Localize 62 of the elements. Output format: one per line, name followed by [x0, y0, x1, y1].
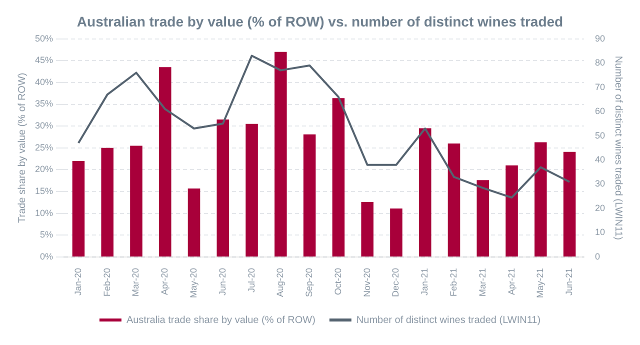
x-tick-label: Apr-21	[506, 268, 516, 296]
y-tick-label: 35%	[35, 98, 54, 109]
legend-label: Number of distinct wines traded (LWIN11)	[356, 314, 541, 326]
y-tick-label: 0%	[40, 251, 54, 262]
bar	[274, 52, 287, 256]
x-tick-label: May-21	[535, 268, 546, 298]
bar	[72, 160, 85, 256]
bar	[476, 180, 490, 256]
y2-tick-label: 10	[594, 227, 606, 238]
y-tick-label: 50%	[35, 33, 54, 44]
y-tick-label: 40%	[35, 76, 54, 87]
x-tick-label: Jun-20	[217, 268, 228, 296]
y2-tick-label: 80	[594, 58, 606, 68]
y-tick-label: 15%	[35, 186, 54, 196]
bar	[101, 148, 114, 256]
x-tick-label: Mar-20	[130, 268, 141, 297]
x-tick-label: May-20	[188, 268, 198, 298]
y2-tick-label: 20	[594, 202, 606, 213]
bar	[390, 208, 402, 256]
bar	[418, 128, 432, 256]
x-tick-label: Jul-20	[246, 268, 256, 293]
bar	[216, 120, 230, 256]
y2-tick-label: 40	[594, 154, 606, 164]
x-tick-label: Dec-20	[390, 268, 401, 298]
bar	[448, 144, 460, 256]
bar	[534, 142, 547, 256]
y2-tick-label: 50	[594, 130, 606, 140]
x-tick-label: Nov-20	[362, 268, 372, 298]
y-tick-label: 45%	[35, 55, 54, 66]
x-tick-label: Feb-20	[102, 268, 112, 297]
y-tick-label: 5%	[40, 230, 54, 240]
x-tick-label: Jan-20	[72, 268, 83, 296]
bar	[188, 188, 200, 256]
legend-label: Australia trade share by value (% of ROW)	[126, 314, 316, 326]
x-tick-label: Apr-20	[160, 268, 170, 296]
y2-axis-title: Number of distinct wines traded (LWIN11)	[612, 56, 624, 240]
bar	[332, 98, 345, 256]
x-tick-label: Jun-21	[564, 268, 574, 296]
y2-tick-label: 90	[594, 33, 606, 44]
y2-tick-label: 0	[594, 251, 600, 262]
y2-tick-label: 30	[594, 178, 606, 189]
y2-tick-label: 70	[594, 82, 606, 92]
y2-tick-label: 60	[594, 106, 606, 116]
x-tick-label: Sep-20	[304, 268, 314, 298]
y-tick-label: 25%	[35, 142, 54, 152]
y-tick-label: 30%	[35, 120, 54, 131]
chart-title: Australian trade by value (% of ROW) vs. number of distinct wines traded	[76, 13, 564, 30]
y-tick-label: 10%	[35, 208, 54, 218]
y-axis-title: Trade share by value (% of ROW)	[16, 72, 28, 224]
x-tick-label: Jan-21	[420, 268, 430, 296]
x-tick-label: Oct-20	[332, 268, 343, 296]
x-tick-label: Feb-21	[448, 268, 458, 297]
bar	[303, 134, 316, 256]
bar	[158, 67, 172, 256]
bar	[130, 146, 142, 256]
bar	[506, 165, 518, 256]
y-tick-label: 20%	[35, 164, 54, 174]
x-tick-label: Aug-20	[275, 268, 286, 298]
bar	[361, 202, 374, 256]
x-tick-label: Mar-21	[477, 268, 488, 297]
bar	[246, 124, 258, 256]
bar	[563, 152, 576, 256]
